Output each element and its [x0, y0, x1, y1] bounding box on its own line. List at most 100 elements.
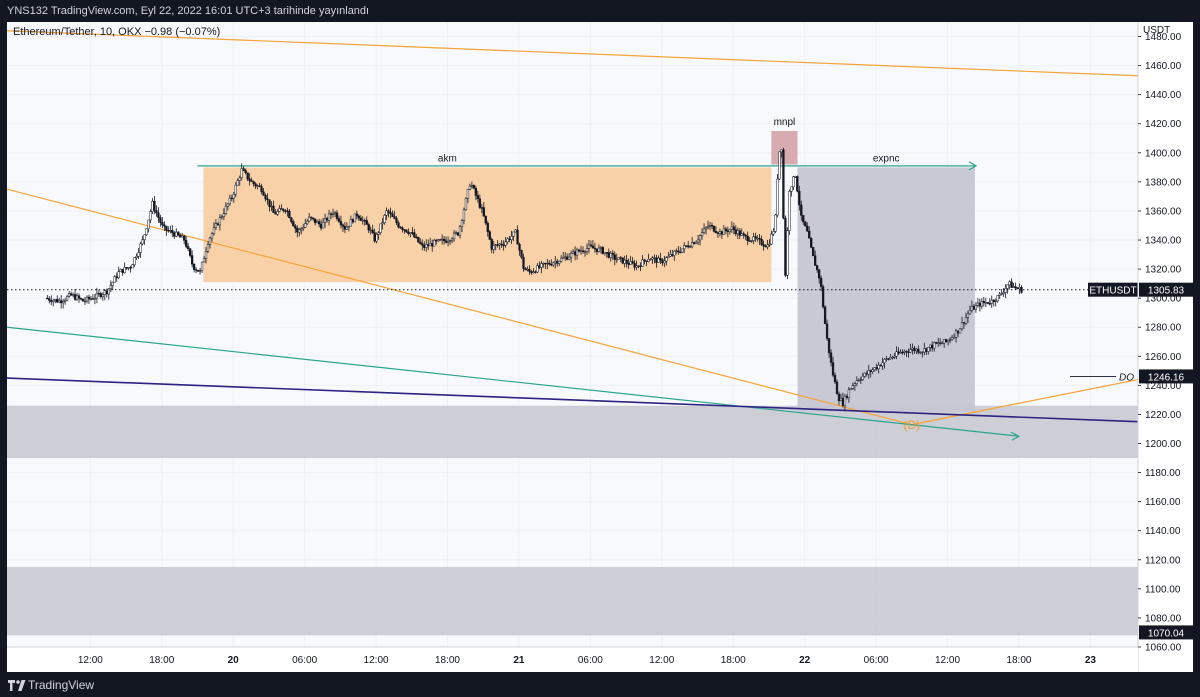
candle-body: [552, 262, 555, 266]
candle: [633, 259, 636, 271]
candle-body: [792, 176, 795, 187]
candle: [548, 260, 551, 266]
candle-body: [266, 198, 269, 201]
candle-body: [708, 225, 712, 227]
candle-body: [262, 191, 265, 196]
candle-body: [649, 258, 652, 261]
candle-body: [778, 151, 781, 180]
candle-body: [95, 292, 99, 299]
candle-body: [806, 225, 809, 232]
candle: [905, 350, 908, 358]
candle-body: [389, 212, 392, 215]
candle-body: [125, 267, 128, 269]
candle: [468, 183, 472, 190]
candle-body: [845, 396, 849, 398]
candle-body: [347, 225, 351, 228]
candle: [827, 338, 831, 358]
candle-body: [569, 253, 573, 258]
candle: [909, 343, 912, 354]
candle: [212, 222, 216, 236]
candle-body: [562, 257, 565, 259]
candle-body: [990, 299, 993, 304]
candle: [492, 240, 495, 254]
candle: [814, 250, 817, 266]
candle-body: [986, 302, 989, 304]
candle: [117, 266, 120, 280]
candle: [135, 253, 138, 261]
candle: [986, 302, 989, 305]
time-tick-label: 20: [228, 655, 240, 666]
candle: [290, 216, 293, 224]
candle-body: [952, 337, 956, 339]
last-price-badge-bg: [1139, 282, 1193, 297]
candle: [371, 224, 374, 234]
candle: [575, 247, 579, 260]
candle: [462, 207, 466, 225]
candle-body: [736, 230, 739, 235]
candle: [893, 352, 896, 360]
candle-body: [345, 226, 349, 230]
candle: [359, 215, 362, 221]
candle: [163, 221, 166, 231]
candle-body: [893, 355, 896, 358]
tradingview-logo-icon: [8, 680, 26, 691]
candle-body: [875, 367, 878, 370]
candle: [208, 236, 212, 249]
candle-body: [498, 243, 501, 246]
candle: [974, 301, 978, 313]
time-tick-label: 06:00: [864, 655, 889, 666]
candle-body: [317, 221, 321, 225]
candle-body: [514, 229, 517, 233]
candle-body: [427, 244, 430, 247]
candle-body: [109, 285, 112, 289]
chart-area[interactable]: akm expnc mnpl (D) ETHUSDT DO USDT 1060.00 1080.…: [7, 22, 1193, 672]
candle-body: [173, 232, 176, 237]
candle-body: [171, 229, 174, 234]
candle: [383, 214, 386, 225]
candle-body: [442, 238, 446, 242]
candle: [560, 255, 563, 263]
candle-body: [270, 205, 273, 208]
candle: [724, 226, 728, 235]
candle: [946, 339, 950, 346]
candle: [641, 255, 644, 267]
candle: [460, 219, 464, 233]
candle-body: [496, 244, 499, 246]
candle: [139, 241, 142, 258]
candle: [177, 231, 180, 237]
candle-body: [718, 231, 722, 234]
candle: [143, 234, 146, 245]
candle-body: [111, 282, 114, 286]
candle: [714, 226, 718, 234]
candle: [157, 207, 160, 223]
candle-body: [595, 248, 599, 252]
candle-body: [448, 240, 452, 242]
candle: [506, 237, 509, 245]
candle-body: [532, 271, 535, 274]
candle: [581, 246, 585, 254]
candle: [782, 147, 785, 220]
candle-body: [685, 245, 688, 247]
candle: [855, 376, 858, 387]
candle-body: [946, 340, 950, 342]
candle: [131, 263, 134, 269]
time-tick-label: 18:00: [435, 655, 460, 666]
candle-body: [526, 269, 529, 271]
candle-body: [788, 191, 791, 231]
candle-body: [937, 342, 940, 344]
candle: [224, 202, 228, 216]
candle: [883, 358, 886, 369]
price-chart[interactable]: akm expnc mnpl (D) ETHUSDT DO USDT 1060.00 1080.…: [7, 22, 1193, 672]
candle-body: [141, 239, 144, 245]
candle-body: [89, 298, 93, 300]
candle-body: [625, 259, 628, 264]
candle-body: [1010, 281, 1013, 288]
candle-body: [923, 348, 926, 353]
candle: [48, 296, 51, 304]
candle-body: [935, 342, 938, 344]
candle: [643, 258, 646, 265]
candle: [687, 240, 690, 249]
candle-body: [657, 257, 660, 263]
candle-body: [478, 198, 481, 208]
candle: [760, 235, 763, 247]
